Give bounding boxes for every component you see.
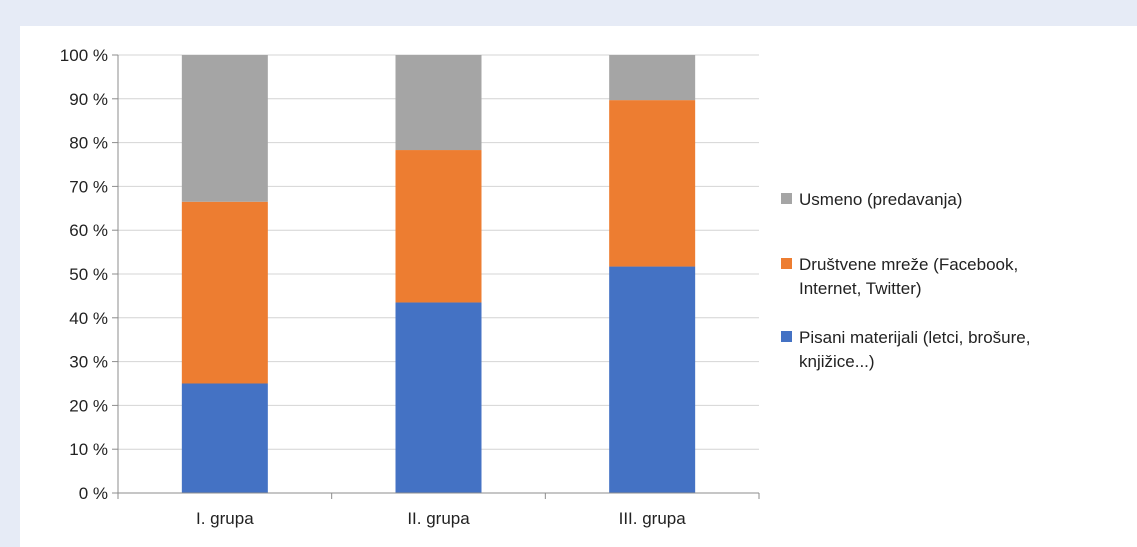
legend-swatch — [781, 193, 792, 204]
bar-segment — [182, 384, 268, 494]
y-tick-label: 70 % — [69, 177, 108, 196]
legend-label: knjižice...) — [799, 352, 875, 371]
bar-segment — [396, 150, 482, 302]
stacked-bar-chart: 0 % 10 % 20 % 30 % 40 % 50 % 60 % 70 % 80 % 90 % 1… — [20, 26, 1137, 547]
bar-segment — [609, 267, 695, 493]
y-tick-label: 100 % — [60, 46, 108, 65]
y-tick-label: 10 % — [69, 440, 108, 459]
y-tick-label: 30 % — [69, 353, 108, 372]
y-tick-labels: 0 % 10 % 20 % 30 % 40 % 50 % 60 % 70 % 80 % 90 % 1… — [60, 46, 108, 503]
x-tick-labels: I. grupa II. grupa III. grupa — [196, 509, 686, 528]
legend-label: Internet, Twitter) — [799, 279, 922, 298]
legend-label: Društvene mreže (Facebook, — [799, 255, 1018, 274]
chart-panel: 0 % 10 % 20 % 30 % 40 % 50 % 60 % 70 % 80 % 90 % 1… — [20, 26, 1137, 547]
bar-segment — [182, 55, 268, 202]
legend-swatch — [781, 258, 792, 269]
bar-segment — [609, 55, 695, 100]
legend-swatch — [781, 331, 792, 342]
legend-label: Usmeno (predavanja) — [799, 190, 962, 209]
y-tick-label: 50 % — [69, 265, 108, 284]
legend-label: Pisani materijali (letci, brošure, — [799, 328, 1030, 347]
x-tick-label: I. grupa — [196, 509, 254, 528]
y-tick-label: 80 % — [69, 134, 108, 153]
x-tick-label: II. grupa — [407, 509, 470, 528]
bars — [182, 55, 695, 493]
y-tick-label: 40 % — [69, 309, 108, 328]
y-tick-label: 20 % — [69, 396, 108, 415]
bar-segment — [609, 100, 695, 266]
bar-segment — [396, 55, 482, 150]
x-tick-label: III. grupa — [619, 509, 687, 528]
y-tick-label: 60 % — [69, 221, 108, 240]
y-tick-label: 0 % — [79, 484, 108, 503]
legend: Usmeno (predavanja) Društvene mreže (Face… — [781, 190, 1030, 371]
bar-segment — [396, 302, 482, 493]
y-tick-label: 90 % — [69, 90, 108, 109]
bar-segment — [182, 202, 268, 384]
